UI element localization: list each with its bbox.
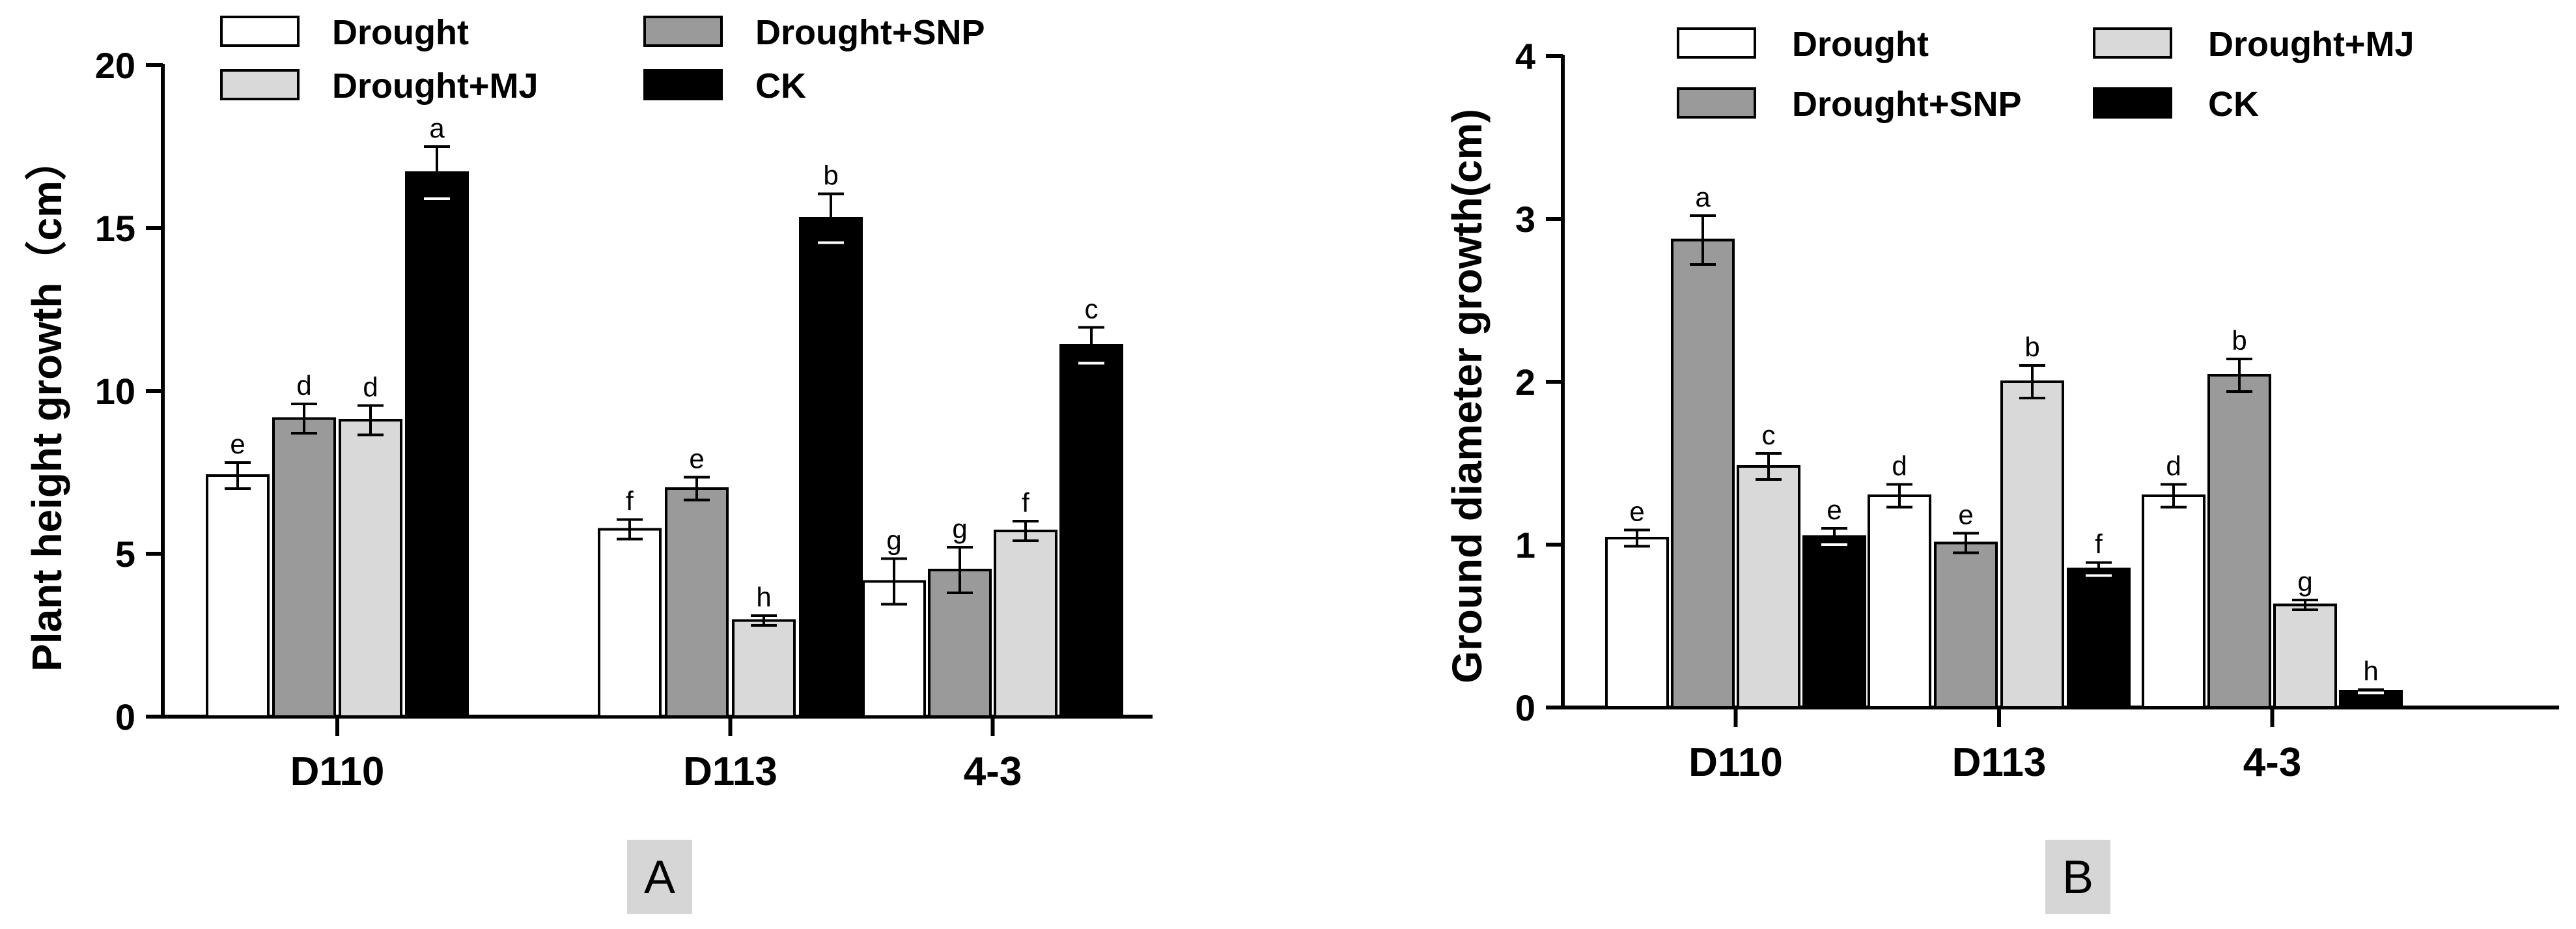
significance-letter: d [1892,451,1907,481]
x-tick-label-d113: D113 [1952,740,2047,785]
bar [339,419,402,718]
bar [1671,238,1735,709]
y-tick-label: 1 [1515,524,1535,565]
bar [2207,374,2271,709]
significance-letter: b [2232,325,2247,356]
legend-label: CK [755,66,806,106]
bar [1737,465,1800,709]
bar [665,487,729,718]
legend-swatch [643,16,723,47]
bar [2273,603,2337,709]
y-tick-label: 4 [1515,36,1535,77]
significance-letter: g [2297,566,2312,597]
significance-letter: g [886,525,901,556]
y-tick-label: 10 [95,371,135,412]
y-tick-label: 0 [1515,687,1535,728]
legend-swatch [1677,87,1756,119]
y-tick-label: 20 [95,45,135,86]
legend-label: Drought+MJ [332,66,539,106]
significance-letter: c [1085,294,1099,324]
legend-swatch [2093,87,2172,119]
significance-letter: b [823,160,838,191]
significance-letter: d [2166,451,2181,481]
bar [405,171,469,718]
significance-letter: a [429,113,445,143]
significance-letter: e [1827,494,1841,525]
bar [206,474,270,718]
significance-letter: h [756,582,771,612]
y-tick-label: 3 [1515,199,1535,240]
legend-label: Drought [332,13,469,52]
legend-label: CK [2208,85,2259,124]
legend-label: Drought+SNP [755,13,985,52]
y-axis-label: Plant height growth（cm） [23,139,70,672]
panel-label: A [644,851,675,904]
significance-letter: e [1958,500,1973,530]
x-tick-label-d110: D110 [290,749,385,794]
significance-letter: e [1629,496,1644,527]
y-axis-label: Ground diameter growth(cm) [1444,109,1491,683]
y-tick-label: 0 [115,696,135,737]
x-tick-label-d113: D113 [683,749,777,794]
significance-letter: c [1762,420,1776,450]
y-tick-label: 15 [95,208,135,249]
legend-swatch [1677,27,1756,59]
significance-letter: d [363,372,378,403]
bar [598,528,662,718]
x-tick-label-d110: D110 [1688,740,1783,785]
panel-label: B [2062,851,2093,904]
bar [799,217,863,718]
significance-letter: e [230,429,245,459]
x-tick-label-4-3: 4-3 [964,749,1022,794]
panel-label-box [2045,840,2110,914]
significance-letter: e [689,444,704,474]
bar [994,530,1057,718]
significance-letter: a [1695,182,1711,212]
legend-swatch [2093,27,2172,59]
bar [1934,541,1998,709]
significance-letter: f [626,486,634,517]
bar [2142,494,2205,709]
bar [2000,380,2064,709]
significance-letter: h [2363,656,2378,687]
bar [1605,537,1669,709]
legend-swatch [220,69,300,100]
bar [2067,567,2131,709]
legend-label: Drought+SNP [1792,85,2022,124]
y-tick-label: 2 [1515,362,1535,403]
legend-swatch [643,69,723,100]
x-tick-label-4-3: 4-3 [2243,740,2302,785]
legend-swatch [220,16,300,47]
bar [1059,344,1123,718]
y-tick-label: 5 [115,534,135,575]
bar [272,417,336,718]
significance-letter: b [2024,332,2039,362]
legend-label: Drought+MJ [2208,25,2415,64]
bar [732,619,796,718]
panel-b-chart: 0 1 2 3 4 Ground diameter growth(cm) D110 e a c e D… [1444,25,2559,914]
bar [1802,535,1866,709]
bar [1868,494,1931,709]
legend-label: Drought [1792,25,1929,64]
significance-letter: f [2095,529,2103,560]
significance-letter: f [1022,487,1029,518]
significance-letter: g [952,513,967,544]
significance-letter: d [296,370,311,401]
panel-label-box [627,840,692,914]
